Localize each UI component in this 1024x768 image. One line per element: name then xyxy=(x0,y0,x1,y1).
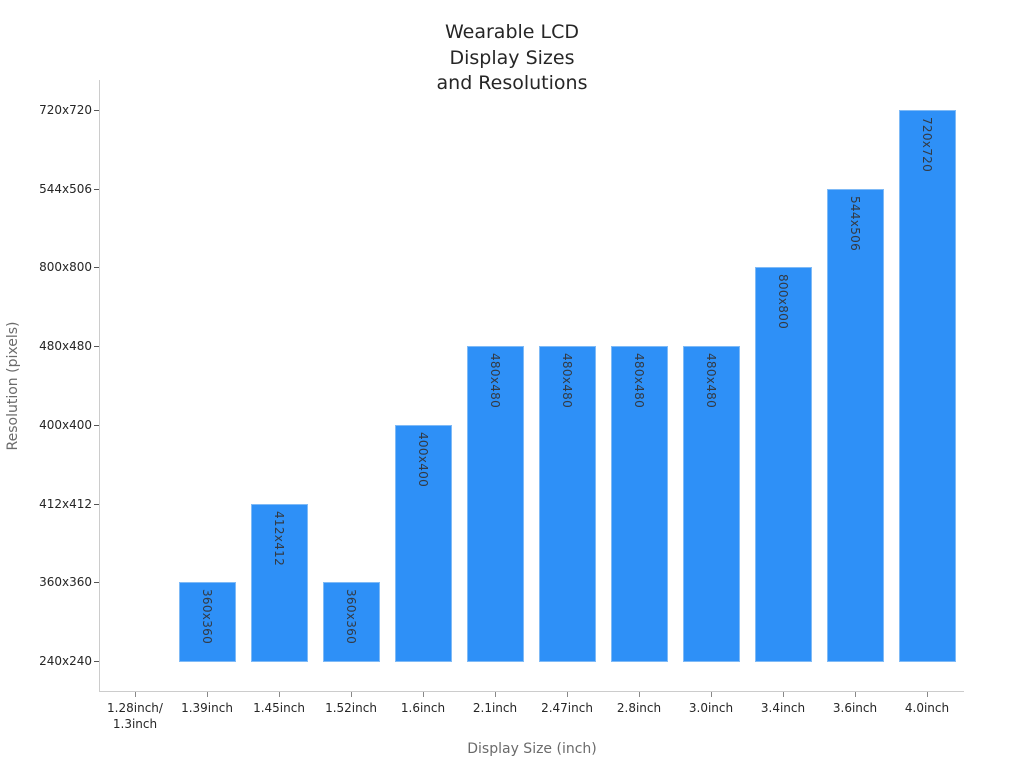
bar: 720x720 xyxy=(898,110,956,662)
x-tick-label: 1.52inch xyxy=(325,701,377,715)
y-tick-mark xyxy=(94,110,99,111)
bar: 544x506 xyxy=(826,188,884,662)
x-tick-label: 3.4inch xyxy=(760,701,806,715)
x-tick-mark xyxy=(495,692,496,697)
x-tick-mark xyxy=(639,692,640,697)
y-tick-label: 720x720 xyxy=(39,103,92,117)
x-tick-mark xyxy=(927,692,928,697)
y-tick-label: 800x800 xyxy=(39,260,92,275)
bar: 480x480 xyxy=(538,346,596,662)
x-tick-mark xyxy=(135,692,136,697)
bar: 412x412 xyxy=(250,503,308,662)
y-tick-mark xyxy=(94,503,99,505)
y-tick-label: 480x480 xyxy=(39,339,92,354)
bar-value-label: 800x800 xyxy=(776,274,790,330)
x-tick-label: 2.47inch xyxy=(541,701,593,715)
x-tick-label: 4.0inch xyxy=(904,701,950,715)
x-tick-label: 3.6inch xyxy=(832,701,878,715)
bar: 400x400 xyxy=(394,424,452,662)
x-tick-mark xyxy=(351,692,352,697)
y-tick-mark xyxy=(94,188,99,190)
y-tick-mark xyxy=(94,424,99,426)
chart-title: Wearable LCD Display Sizes and Resolutio… xyxy=(436,21,588,94)
x-tick-label: 1.45inch xyxy=(253,701,305,715)
x-tick-mark xyxy=(423,692,424,697)
bar-value-label: 360x360 xyxy=(200,589,214,645)
bar-value-label: 480x480 xyxy=(560,353,574,409)
x-tick-mark xyxy=(567,692,568,697)
y-axis-line xyxy=(99,80,100,692)
y-tick-label: 360x360 xyxy=(39,575,92,590)
x-tick-label: 1.39inch xyxy=(181,701,233,715)
y-tick-label: 412x412 xyxy=(39,496,92,511)
x-tick-label: 2.1inch xyxy=(472,701,518,715)
bar-value-label: 480x480 xyxy=(488,353,502,409)
bar: 800x800 xyxy=(754,267,812,662)
y-tick-label: 240x240 xyxy=(39,654,92,668)
bar: 360x360 xyxy=(178,582,236,662)
x-tick-label: 1.6inch xyxy=(400,701,446,715)
x-tick-mark xyxy=(207,692,208,697)
bar-value-label: 544x506 xyxy=(848,195,862,251)
y-tick-label: 544x506 xyxy=(39,181,92,196)
bar-value-label: 412x412 xyxy=(272,510,286,566)
bar-value-label: 480x480 xyxy=(704,353,718,409)
y-tick-mark xyxy=(94,582,99,584)
x-tick-mark xyxy=(783,692,784,697)
y-tick-mark xyxy=(94,661,99,662)
bar: 480x480 xyxy=(610,346,668,662)
y-tick-mark xyxy=(94,267,99,269)
x-axis-line xyxy=(99,691,964,692)
x-tick-mark xyxy=(711,692,712,697)
y-tick-mark xyxy=(94,346,99,348)
x-tick-label: 2.8inch xyxy=(616,701,662,715)
bar: 480x480 xyxy=(682,346,740,662)
x-tick-label: 3.0inch xyxy=(688,701,734,715)
bar-value-label: 360x360 xyxy=(344,589,358,645)
bar-value-label: 400x400 xyxy=(416,431,430,487)
bar-value-label: 480x480 xyxy=(632,353,646,409)
bar: 360x360 xyxy=(322,582,380,662)
x-axis-label: Display Size (inch) xyxy=(467,741,597,757)
bar: 480x480 xyxy=(466,346,524,662)
x-tick-mark xyxy=(855,692,856,697)
y-axis-label: Resolution (pixels) xyxy=(5,321,21,451)
x-tick-label: 1.28inch/ 1.3inch xyxy=(107,701,163,731)
bar-value-label: 720x720 xyxy=(920,117,934,173)
y-tick-label: 400x400 xyxy=(39,417,92,432)
x-tick-mark xyxy=(279,692,280,697)
